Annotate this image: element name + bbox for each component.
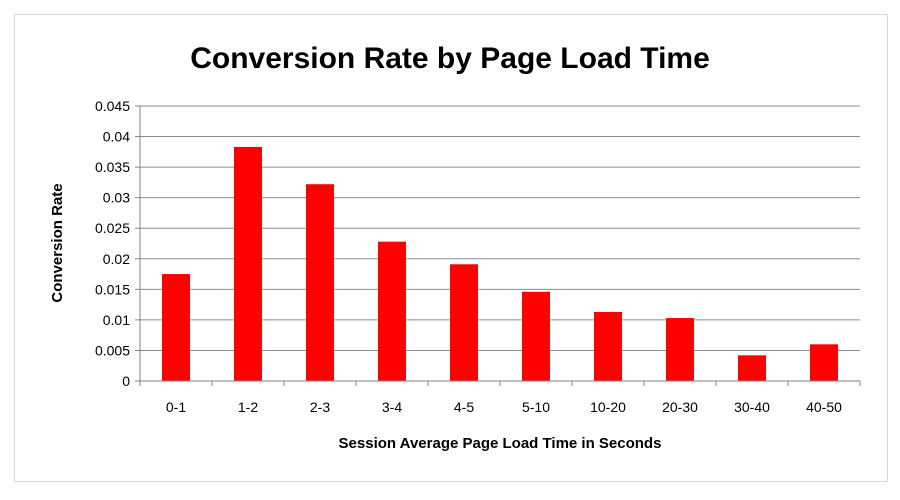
chart-frame	[14, 14, 888, 482]
bar-40-50	[810, 344, 838, 381]
x-tick-label: 2-3	[310, 399, 330, 415]
x-tick-label: 10-20	[590, 399, 626, 415]
bar-1-2	[234, 146, 262, 381]
x-tick-label: 5-10	[522, 399, 550, 415]
x-tick-label: 3-4	[382, 399, 402, 415]
bars	[162, 146, 838, 381]
x-tick-label: 0-1	[166, 399, 186, 415]
x-tick-label: 4-5	[454, 399, 474, 415]
x-axis-title: Session Average Page Load Time in Second…	[339, 435, 662, 452]
bar-30-40	[738, 355, 766, 381]
y-tick-label: 0.015	[95, 281, 130, 297]
x-tick-label: 1-2	[238, 399, 258, 415]
y-tick-label: 0.025	[95, 220, 130, 236]
y-tick-label: 0	[122, 373, 130, 389]
x-tick-label: 20-30	[662, 399, 698, 415]
x-tick-labels: 0-1 1-2 2-3 3-4 4-5 5-10 10-20 20-30 30-40 40-50	[139, 381, 861, 415]
y-tick-label: 0.045	[95, 98, 130, 114]
bar-2-3	[306, 184, 334, 381]
y-tick-label: 0.03	[103, 190, 130, 206]
y-axis-title: Conversion Rate	[49, 183, 66, 302]
y-tick-label: 0.005	[95, 342, 130, 358]
bar-10-20	[594, 311, 622, 381]
bar-20-30	[666, 318, 694, 381]
bar-5-10	[522, 291, 550, 381]
chart-title: Conversion Rate by Page Load Time	[190, 42, 710, 75]
y-tick-label: 0.01	[103, 312, 130, 328]
bar-3-4	[378, 241, 406, 381]
bar-4-5	[450, 264, 478, 381]
y-tick-label: 0.02	[103, 251, 130, 267]
y-tick-label: 0.04	[103, 129, 130, 145]
y-tick-label: 0.035	[95, 159, 130, 175]
y-tick-labels: 0 0.005 0.01 0.015 0.02 0.025 0.03 0.035 0.04 0.0…	[95, 98, 130, 389]
bar-0-1	[162, 274, 190, 381]
x-tick-label: 40-50	[806, 399, 842, 415]
x-tick-label: 30-40	[734, 399, 770, 415]
